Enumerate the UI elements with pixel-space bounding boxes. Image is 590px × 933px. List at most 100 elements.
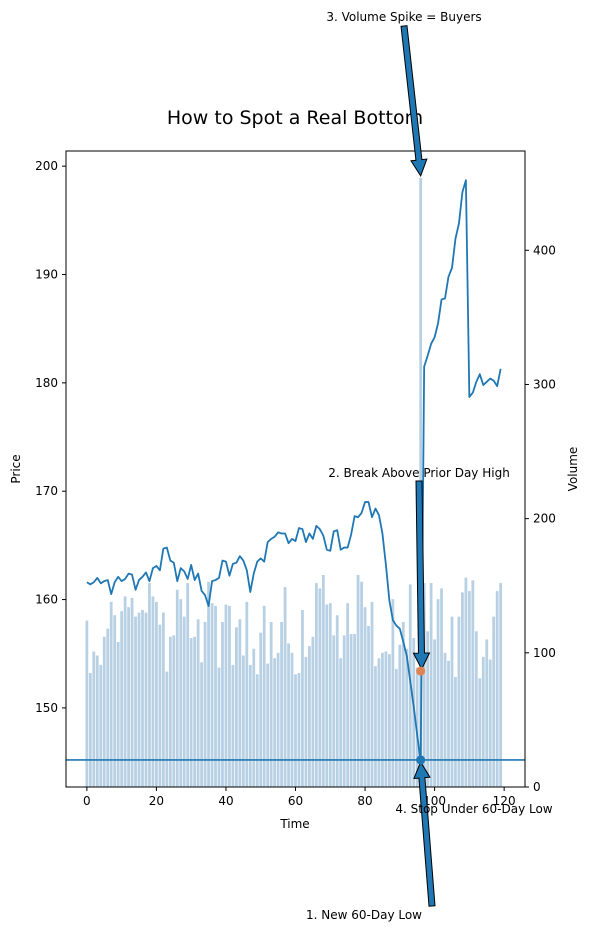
x-axis-label: Time	[279, 817, 309, 831]
volume-bar	[248, 664, 252, 787]
volume-bar	[339, 658, 343, 787]
x-tick-label: 0	[83, 794, 91, 808]
y-tick-label: 150	[35, 701, 58, 715]
volume-bar	[245, 601, 249, 787]
volume-bar	[398, 644, 402, 787]
y-axis-right: 0 100 200 300 400	[525, 243, 556, 794]
volume-bar	[120, 611, 124, 787]
y-right-tick-label: 0	[533, 780, 541, 794]
x-tick-label: 100	[423, 794, 446, 808]
volume-bars	[85, 177, 503, 788]
volume-bar	[429, 583, 433, 787]
volume-bar	[290, 652, 294, 787]
x-tick-label: 60	[288, 794, 303, 808]
volume-bar	[193, 636, 197, 787]
volume-bar	[196, 619, 200, 787]
volume-bar	[394, 668, 398, 787]
volume-bar	[259, 632, 263, 787]
volume-bar	[158, 624, 162, 787]
volume-bar	[186, 583, 190, 787]
volume-bar	[102, 636, 106, 787]
y-axis-right-label: Volume	[566, 447, 580, 492]
annotation-1-arrow	[413, 760, 436, 907]
chart-title: How to Spot a Real Bottom	[167, 107, 423, 129]
y-right-tick-label: 300	[533, 377, 556, 391]
volume-bar	[144, 612, 148, 787]
volume-bar	[175, 589, 179, 787]
volume-bar	[106, 628, 110, 787]
volume-bar	[137, 612, 141, 787]
volume-bar	[241, 655, 245, 787]
volume-bar	[151, 596, 155, 787]
volume-bar	[88, 672, 92, 787]
volume-bar	[287, 643, 290, 787]
volume-bar	[471, 580, 475, 787]
price-line	[86, 179, 502, 763]
volume-bar	[231, 664, 235, 787]
volume-bar	[349, 634, 353, 787]
volume-bar	[161, 612, 165, 787]
volume-bar	[485, 639, 489, 787]
volume-bar	[314, 583, 318, 787]
x-tick-label: 20	[149, 794, 164, 808]
volume-bar	[325, 604, 329, 787]
x-axis: 0 20 40 60 80 100 120	[83, 787, 516, 808]
volume-bar	[318, 588, 322, 787]
volume-bar	[342, 635, 346, 787]
volume-bar	[481, 656, 485, 787]
y-axis-label: Price	[9, 454, 23, 483]
volume-bar	[182, 616, 186, 787]
volume-bar	[283, 587, 287, 787]
annotation-3-text: 3. Volume Spike = Buyers	[326, 10, 481, 24]
volume-bar	[464, 577, 468, 787]
annotation-2-arrow	[412, 480, 431, 671]
volume-bar	[262, 605, 266, 787]
volume-bar	[335, 615, 339, 787]
volume-bar	[203, 621, 207, 787]
volume-bar	[492, 616, 496, 787]
volume-bar	[252, 648, 256, 787]
volume-bar	[356, 575, 360, 787]
volume-bar	[224, 604, 228, 787]
volume-bar	[148, 583, 151, 787]
volume-bar	[353, 634, 356, 787]
volume-bar	[85, 620, 89, 787]
volume-bar	[304, 656, 308, 787]
volume-bar	[467, 591, 471, 787]
volume-bar	[269, 621, 273, 787]
volume-bar	[165, 671, 169, 787]
volume-bar	[155, 601, 158, 787]
volume-bar	[391, 599, 395, 787]
volume-bar	[443, 652, 447, 787]
volume-bar	[276, 652, 280, 787]
volume-bar	[297, 672, 301, 787]
volume-bar	[113, 615, 117, 787]
volume-bar	[311, 636, 315, 787]
volume-bar	[388, 654, 391, 787]
volume-bar	[478, 678, 482, 787]
volume-bar	[321, 575, 325, 787]
volume-bar	[266, 663, 270, 787]
volume-bar	[273, 658, 277, 787]
volume-bar	[308, 646, 311, 787]
annotation-4-text: 4. Stop Under 60-Day Low	[395, 802, 552, 816]
volume-bar	[189, 638, 193, 787]
volume-bar	[363, 607, 367, 787]
volume-bar	[221, 621, 224, 787]
volume-bar	[415, 667, 419, 787]
volume-bar	[495, 591, 499, 787]
volume-bar	[127, 607, 130, 787]
volume-bar	[440, 588, 443, 787]
volume-bar	[255, 674, 259, 787]
volume-bar	[228, 605, 231, 787]
x-tick-label: 120	[493, 794, 516, 808]
volume-bar	[346, 603, 350, 787]
volume-bar	[405, 648, 409, 787]
volume-bar	[95, 655, 99, 787]
volume-bar	[381, 652, 384, 787]
volume-bar	[433, 639, 436, 787]
y-right-tick-label: 100	[533, 646, 556, 660]
y-tick-label: 170	[35, 484, 58, 498]
volume-bar	[217, 667, 221, 787]
